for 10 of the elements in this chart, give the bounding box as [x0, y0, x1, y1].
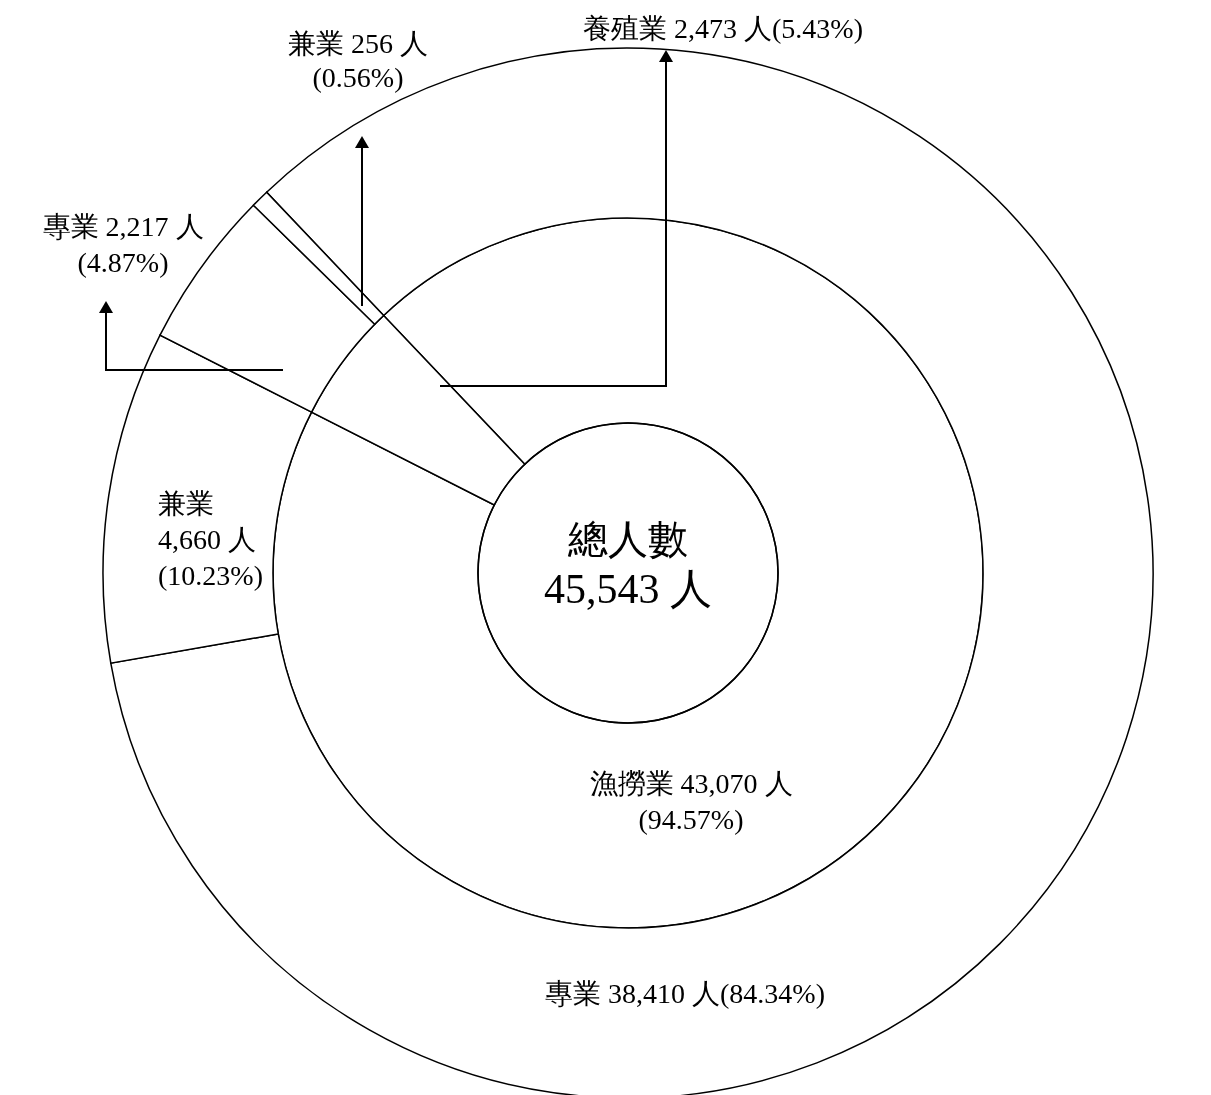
slice-label: 專業 2,217 人(4.87%) [42, 211, 204, 278]
text: 總人數 [567, 517, 688, 562]
slice-label: 兼業 [158, 488, 214, 519]
text: (0.56%) [312, 62, 404, 93]
slice-label: 專業 38,410 人(84.34%) [545, 978, 825, 1009]
data-label: 4,660 人(10.23%) [158, 524, 263, 591]
slice-label: 養殖業 2,473 人(5.43%) [583, 13, 863, 44]
slice-label: 漁撈業 43,070 人(94.57%) [589, 768, 793, 835]
text: 45,543 人 [544, 566, 712, 612]
category-label: 兼業 256 人 [288, 28, 428, 59]
